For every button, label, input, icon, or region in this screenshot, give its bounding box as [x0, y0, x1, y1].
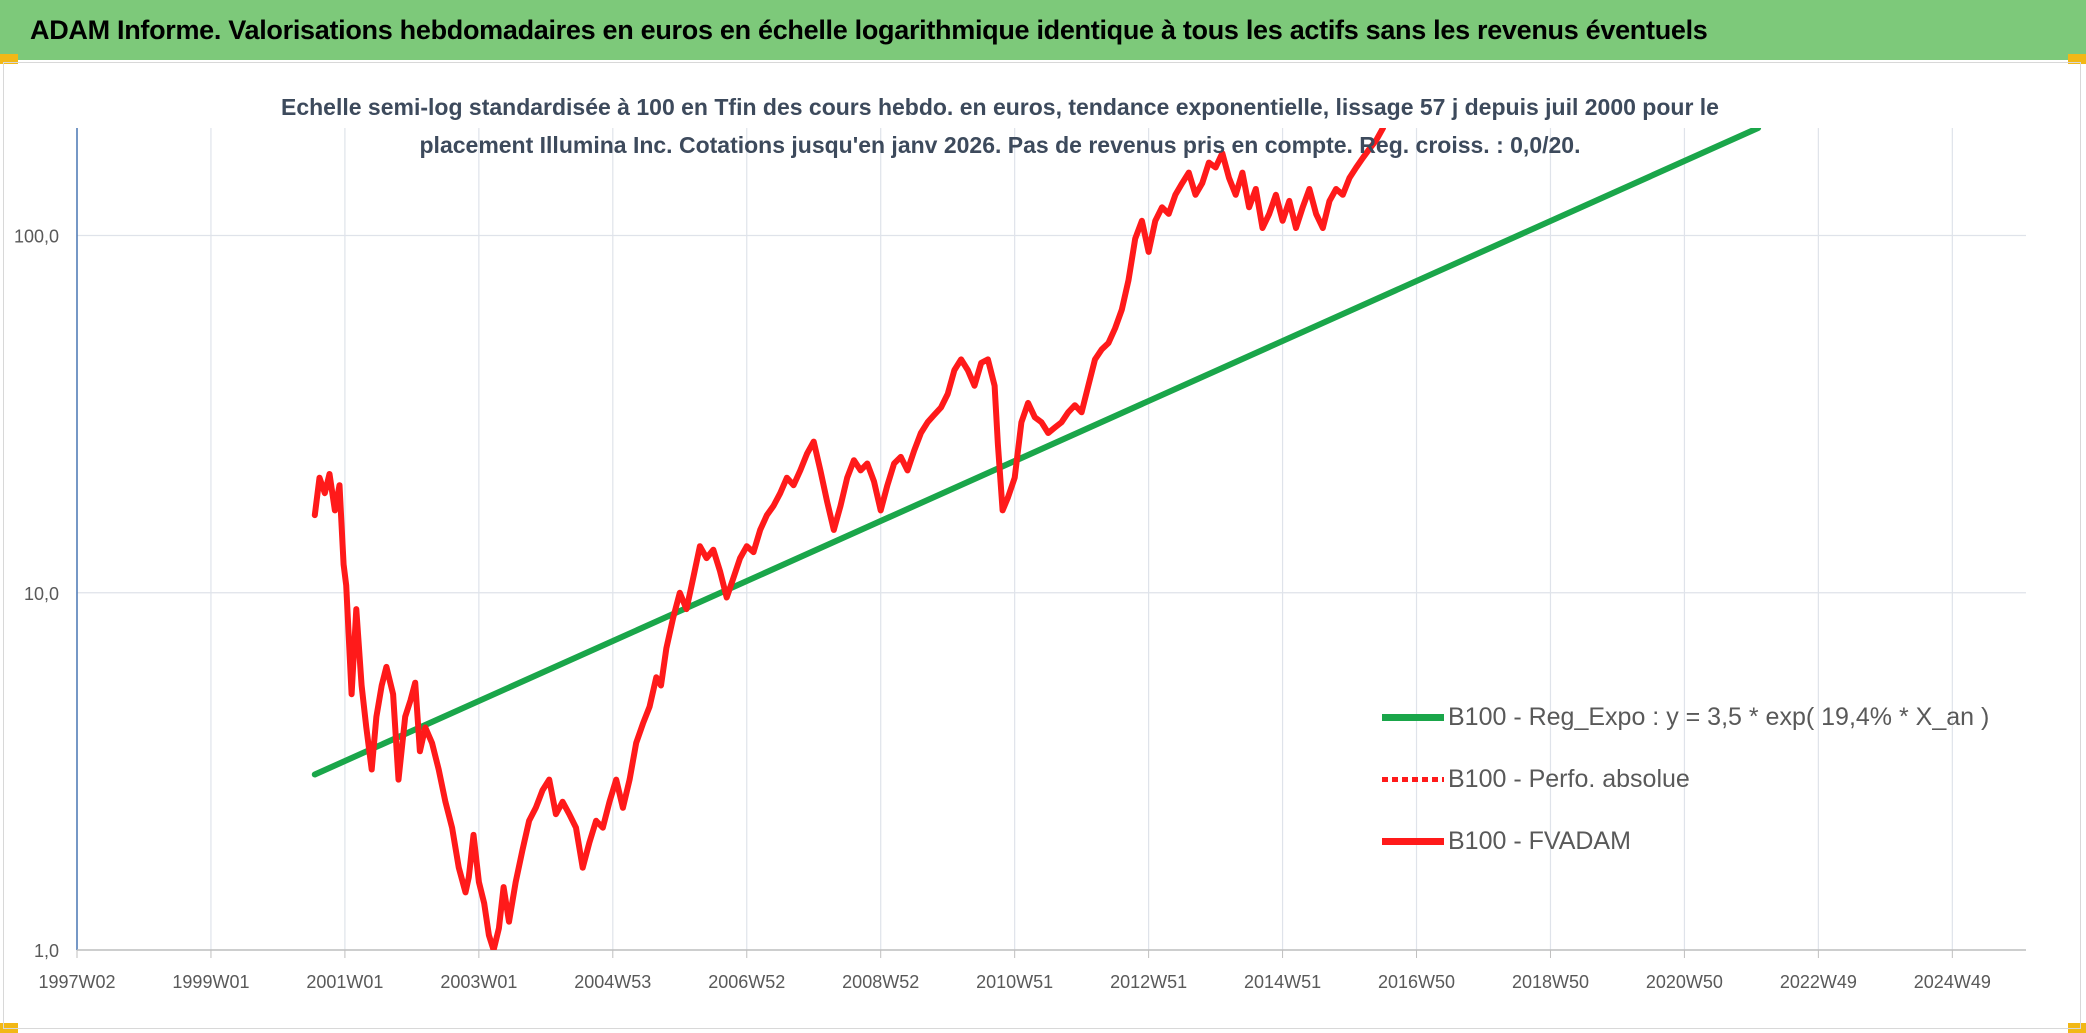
legend-swatch-trend [1382, 713, 1444, 721]
x-tick-label: 2022W49 [1780, 972, 1857, 992]
legend-swatch-perfo [1382, 776, 1444, 782]
legend-swatch-fvadam [1382, 837, 1444, 845]
corner-accent-top-left [0, 54, 18, 64]
x-tick-label: 1997W02 [38, 972, 115, 992]
x-tick-label: 2008W52 [842, 972, 919, 992]
trend-line [311, 128, 1762, 778]
x-tick-label: 1999W01 [172, 972, 249, 992]
x-tick-label: 2024W49 [1914, 972, 1991, 992]
y-tick-label: 10,0 [24, 584, 59, 604]
corner-accent-top-right [2068, 54, 2086, 64]
chart-subtitle-line-1: Echelle semi-log standardisée à 100 en T… [281, 94, 1719, 120]
legend-label-perfo: B100 - Perfo. absolue [1448, 764, 1690, 793]
legend-item-fvadam: B100 - FVADAM [1382, 810, 2002, 872]
tick-label-layer: 1997W02 1999W01 2001W01 2003W01 2004W53 2006W… [14, 227, 1991, 992]
legend-label-fvadam: B100 - FVADAM [1448, 826, 1631, 855]
x-tick-label: 2020W50 [1646, 972, 1723, 992]
x-tick-label: 2018W50 [1512, 972, 1589, 992]
x-tick-label: 2006W52 [708, 972, 785, 992]
x-tick-label: 2012W51 [1110, 972, 1187, 992]
legend-item-perfo: B100 - Perfo. absolue [1382, 748, 2002, 810]
x-tick-label: 2010W51 [976, 972, 1053, 992]
chart-frame [3, 62, 2081, 1029]
series-layer [311, 128, 1762, 950]
chart-subtitle-line-2: placement Illumina Inc. Cotations jusqu'… [419, 132, 1581, 158]
y-tick-label: 100,0 [14, 227, 59, 247]
x-tick-label: 2003W01 [440, 972, 517, 992]
y-tick-label: 1,0 [34, 941, 59, 961]
x-tick-label: 2001W01 [306, 972, 383, 992]
report-title: ADAM Informe. Valorisations hebdomadaire… [30, 14, 1708, 45]
series-line-2 [311, 128, 1386, 950]
x-tick-label: 2004W53 [574, 972, 651, 992]
legend-item-trend: B100 - Reg_Expo : y = 3,5 * exp( 19,4% *… [1382, 686, 2002, 748]
x-tick-label: 2016W50 [1378, 972, 1455, 992]
axis-layer [76, 128, 2026, 958]
title-bar: ADAM Informe. Valorisations hebdomadaire… [0, 0, 2086, 60]
chart-legend: B100 - Reg_Expo : y = 3,5 * exp( 19,4% *… [1382, 686, 2002, 872]
x-tick-label: 2014W51 [1244, 972, 1321, 992]
legend-label-trend: B100 - Reg_Expo : y = 3,5 * exp( 19,4% *… [1448, 702, 1990, 731]
chart-subtitle: Echelle semi-log standardisée à 100 en T… [240, 88, 1760, 164]
